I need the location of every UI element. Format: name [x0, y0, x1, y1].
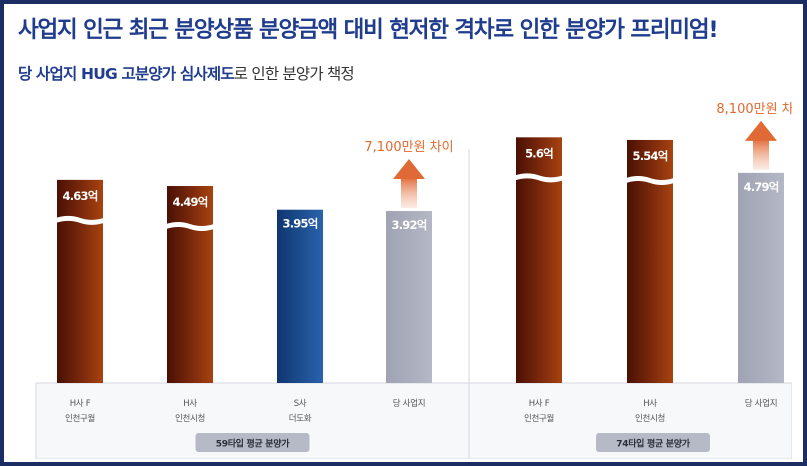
page-title: 사업지 인근 최근 분양상품 분양금액 대비 현저한 격차로 인한 분양가 프리…: [18, 17, 719, 43]
premium-arrow-stem: [753, 138, 769, 170]
subtitle-bold: 당 사업지 HUG 고분양가 심사제도: [18, 65, 235, 83]
category-label-line1: H사 F: [529, 399, 550, 409]
bar-break-mark: [515, 173, 563, 183]
category-label-line2: 인천구월: [65, 413, 95, 424]
category-label-line2: 인천구월: [524, 413, 554, 424]
group-label: 74타입 평균 분양가: [616, 438, 690, 450]
bar-value-label: 5.54억: [633, 149, 668, 163]
price-difference-label: 7,100만원 차이: [364, 140, 453, 155]
bar-break-mark: [56, 215, 104, 225]
category-label-line1: H사 F: [70, 399, 91, 409]
premium-arrow-head-icon: [745, 120, 777, 141]
category-label-line1: S사: [294, 399, 307, 409]
category-label-line1: H사: [183, 399, 197, 409]
bar-value-label: 5.6억: [525, 146, 553, 160]
group-label: 59타입 평균 분양가: [216, 438, 290, 450]
bar: [386, 211, 432, 383]
bar: [277, 209, 323, 383]
category-label-line1: H사: [643, 399, 657, 409]
bar-value-label: 4.79억: [744, 180, 779, 194]
premium-arrow-head-icon: [393, 159, 425, 180]
bar-value-label: 4.49억: [173, 195, 208, 209]
premium-arrow-stem: [401, 177, 417, 209]
bar-break-mark: [626, 175, 674, 185]
bar-value-label: 4.63억: [63, 189, 98, 203]
category-label-line1: 당 사업지: [393, 398, 425, 409]
category-label-line1: 당 사업지: [745, 398, 777, 409]
group-label-pill: [195, 433, 310, 452]
bar: [738, 172, 784, 383]
subtitle-rest: 로 인한 분양가 책정: [233, 65, 355, 83]
bar-break-mark: [166, 222, 214, 232]
category-label-line2: 인천시청: [175, 413, 205, 424]
group-label-pill: [596, 433, 710, 452]
bar-value-label: 3.92억: [392, 218, 427, 232]
bar: [167, 186, 213, 383]
bar-value-label: 3.95억: [283, 217, 318, 231]
category-label-line2: 인천시청: [635, 413, 665, 424]
price-difference-label: 8,100만원 차이: [716, 102, 792, 117]
bar: [57, 179, 103, 383]
category-label-line2: 더도화: [289, 414, 312, 424]
page-subtitle: 당 사업지 HUG 고분양가 심사제도로 인한 분양가 책정: [18, 62, 355, 84]
